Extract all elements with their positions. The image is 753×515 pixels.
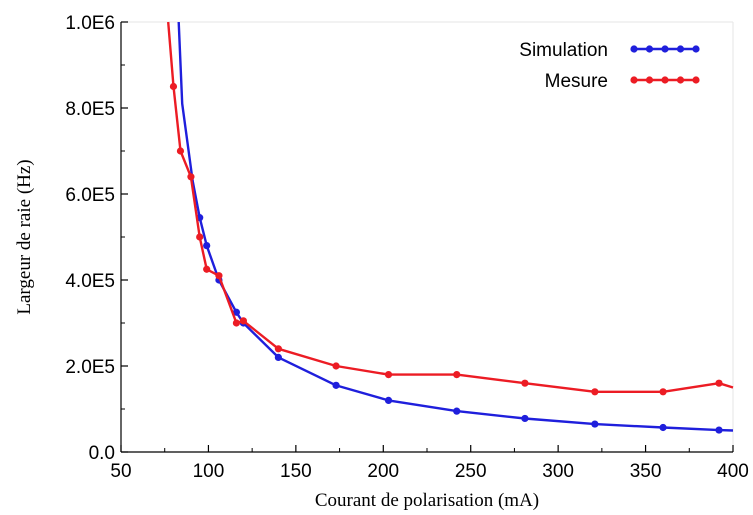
legend-marker [661, 76, 669, 84]
legend-marker [661, 45, 669, 53]
x-tick-label: 300 [542, 461, 574, 482]
y-tick-label: 2.0E5 [65, 357, 115, 378]
data-point [384, 371, 393, 379]
data-point [169, 82, 178, 91]
legend-marker [645, 76, 654, 84]
legend-marker [676, 45, 685, 53]
data-point [659, 388, 667, 396]
x-axis-title: Courant de polarisation (mA) [315, 490, 539, 511]
data-point [591, 420, 599, 428]
series-mesure [167, 21, 734, 396]
data-point [715, 379, 723, 387]
y-tick-label: 4.0E5 [65, 271, 115, 292]
y-axis-title: Largeur de raie (Hz) [14, 159, 35, 314]
data-point [239, 317, 247, 325]
data-point [332, 362, 340, 370]
data-point [187, 173, 195, 181]
plot-border [120, 21, 734, 453]
data-point [332, 381, 340, 389]
data-point [196, 233, 204, 241]
data-point [384, 396, 393, 404]
legend-marker [692, 76, 700, 84]
y-tick-label: 8.0E5 [65, 99, 115, 120]
x-tick-label: 350 [630, 461, 662, 482]
x-axis-ticks: 50 100 150 200 250 300 350 400 [110, 445, 749, 482]
data-point [715, 426, 723, 434]
x-tick-label: 200 [367, 461, 399, 482]
x-tick-label: 400 [717, 461, 749, 482]
series-layer [167, 21, 734, 434]
data-point [203, 265, 211, 273]
legend-marker [676, 76, 685, 84]
y-axis-ticks: 0.0 2.0E5 4.0E5 6.0E5 8.0E5 1.0E6 [65, 13, 128, 464]
y-tick-label: 6.0E5 [65, 185, 115, 206]
data-point [521, 379, 529, 387]
data-point [215, 272, 223, 280]
x-tick-label: 150 [280, 461, 312, 482]
y-tick-label: 1.0E6 [65, 13, 115, 34]
data-point [176, 147, 185, 155]
legend-marker [692, 45, 700, 53]
legend-marker [630, 45, 638, 53]
data-point [453, 371, 461, 379]
data-point [659, 423, 667, 432]
x-tick-label: 100 [193, 461, 225, 482]
legend-label: Simulation [519, 40, 608, 61]
y-tick-label: 0.0 [89, 443, 115, 464]
data-point [232, 308, 241, 316]
data-point [453, 407, 461, 415]
legend-label: Mesure [545, 71, 608, 92]
data-point [232, 319, 241, 327]
series-line [167, 21, 734, 393]
data-point [203, 242, 211, 250]
legend-marker [630, 76, 638, 84]
legend: Simulation Mesure [519, 40, 700, 92]
data-point [591, 388, 599, 396]
data-point [521, 414, 529, 423]
legend-marker [645, 45, 654, 53]
x-tick-label: 50 [110, 461, 131, 482]
data-point [274, 353, 282, 361]
data-point [274, 345, 282, 353]
x-tick-label: 250 [455, 461, 487, 482]
